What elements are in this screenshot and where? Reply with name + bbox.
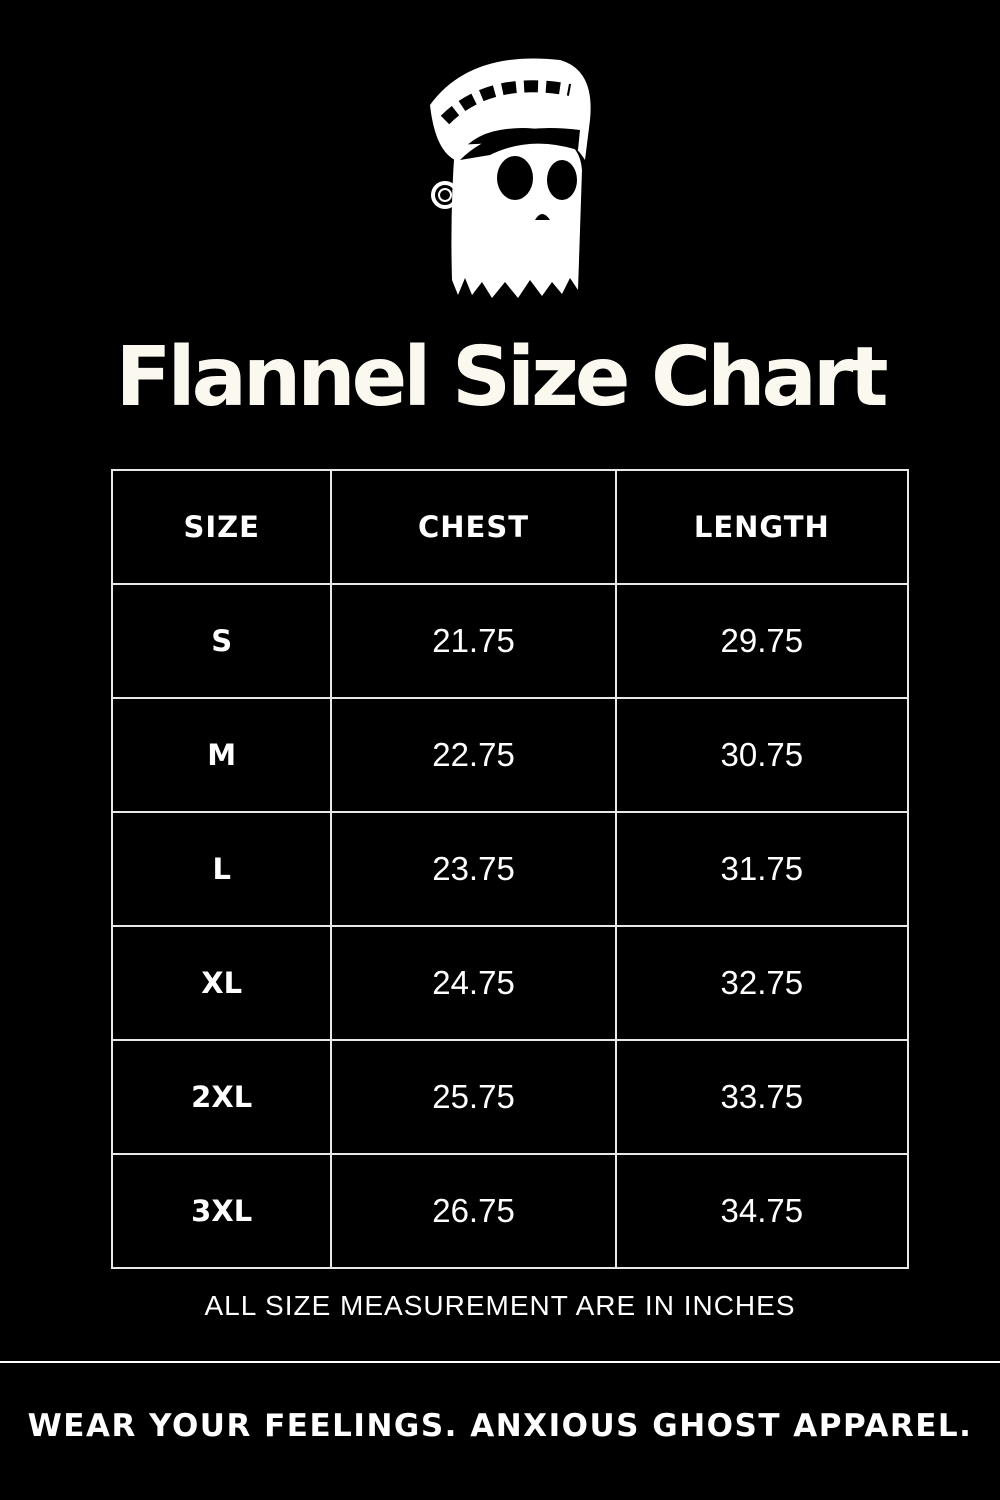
- header-size: SIZE: [110, 469, 333, 585]
- size-cell: XL: [110, 925, 333, 1041]
- length-cell: 31.75: [614, 811, 910, 927]
- table-header-row: SIZE CHEST LENGTH: [110, 469, 910, 585]
- table-row: M 22.75 30.75: [110, 697, 910, 813]
- table-row: XL 24.75 32.75: [110, 925, 910, 1041]
- chest-cell: 21.75: [330, 583, 617, 699]
- size-cell: 3XL: [110, 1153, 333, 1269]
- length-cell: 33.75: [614, 1039, 910, 1155]
- size-cell: M: [110, 697, 333, 813]
- chest-cell: 26.75: [330, 1153, 617, 1269]
- length-cell: 30.75: [614, 697, 910, 813]
- header-length: LENGTH: [614, 469, 910, 585]
- page-title: Flannel Size Chart: [115, 330, 888, 425]
- table-row: 2XL 25.75 33.75: [110, 1039, 910, 1155]
- length-cell: 34.75: [614, 1153, 910, 1269]
- size-cell: L: [110, 811, 333, 927]
- header-chest: CHEST: [330, 469, 617, 585]
- size-table: SIZE CHEST LENGTH S 21.75 29.75 M 22.75 30.75…: [110, 469, 910, 1269]
- divider: [0, 1361, 1000, 1363]
- chest-cell: 22.75: [330, 697, 617, 813]
- size-cell: 2XL: [110, 1039, 333, 1155]
- tagline: WEAR YOUR FEELINGS. ANXIOUS GHOST APPARE…: [27, 1408, 973, 1444]
- table-row: S 21.75 29.75: [110, 583, 910, 699]
- chest-cell: 24.75: [330, 925, 617, 1041]
- table-row: 3XL 26.75 34.75: [110, 1153, 910, 1269]
- chest-cell: 23.75: [330, 811, 617, 927]
- table-row: L 23.75 31.75: [110, 811, 910, 927]
- length-cell: 32.75: [614, 925, 910, 1041]
- chest-cell: 25.75: [330, 1039, 617, 1155]
- size-cell: S: [110, 583, 333, 699]
- length-cell: 29.75: [614, 583, 910, 699]
- ghost-logo-icon: [430, 58, 591, 298]
- measurement-note: ALL SIZE MEASUREMENT ARE IN INCHES: [204, 1290, 796, 1321]
